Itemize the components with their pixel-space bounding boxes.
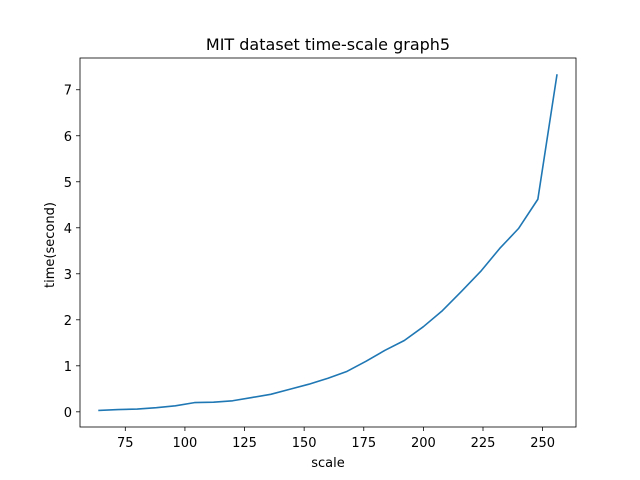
- x-tick-label: 100: [173, 436, 198, 451]
- x-axis-label: scale: [311, 456, 345, 471]
- y-tick-label: 4: [64, 222, 72, 237]
- x-tick-label: 250: [530, 436, 555, 451]
- x-tick-label: 150: [292, 436, 317, 451]
- y-tick-label: 3: [64, 268, 72, 283]
- x-tick-label: 225: [471, 436, 496, 451]
- x-axis-ticks: 75 100 125 150 175 200 225 250: [117, 427, 555, 451]
- x-tick-label: 200: [411, 436, 436, 451]
- x-tick-label: 175: [351, 436, 376, 451]
- chart-title: MIT dataset time-scale graph5: [206, 35, 450, 54]
- x-tick-label: 75: [117, 436, 134, 451]
- axes-frame: [79, 57, 577, 428]
- y-tick-label: 1: [64, 360, 72, 375]
- y-tick-label: 5: [64, 176, 72, 191]
- y-tick-label: 6: [64, 130, 72, 145]
- series-line: [98, 74, 558, 412]
- plot-area: 75 100 125 150 175 200 225 250 0 1 2 3 4 5 6 7: [64, 57, 577, 451]
- y-tick-label: 0: [64, 406, 72, 421]
- series-layer: [98, 74, 558, 412]
- y-axis-label: time(second): [43, 202, 58, 288]
- y-tick-label: 7: [64, 84, 72, 99]
- x-tick-label: 125: [232, 436, 257, 451]
- y-tick-label: 2: [64, 314, 72, 329]
- y-axis-ticks: 0 1 2 3 4 5 6 7: [64, 84, 80, 421]
